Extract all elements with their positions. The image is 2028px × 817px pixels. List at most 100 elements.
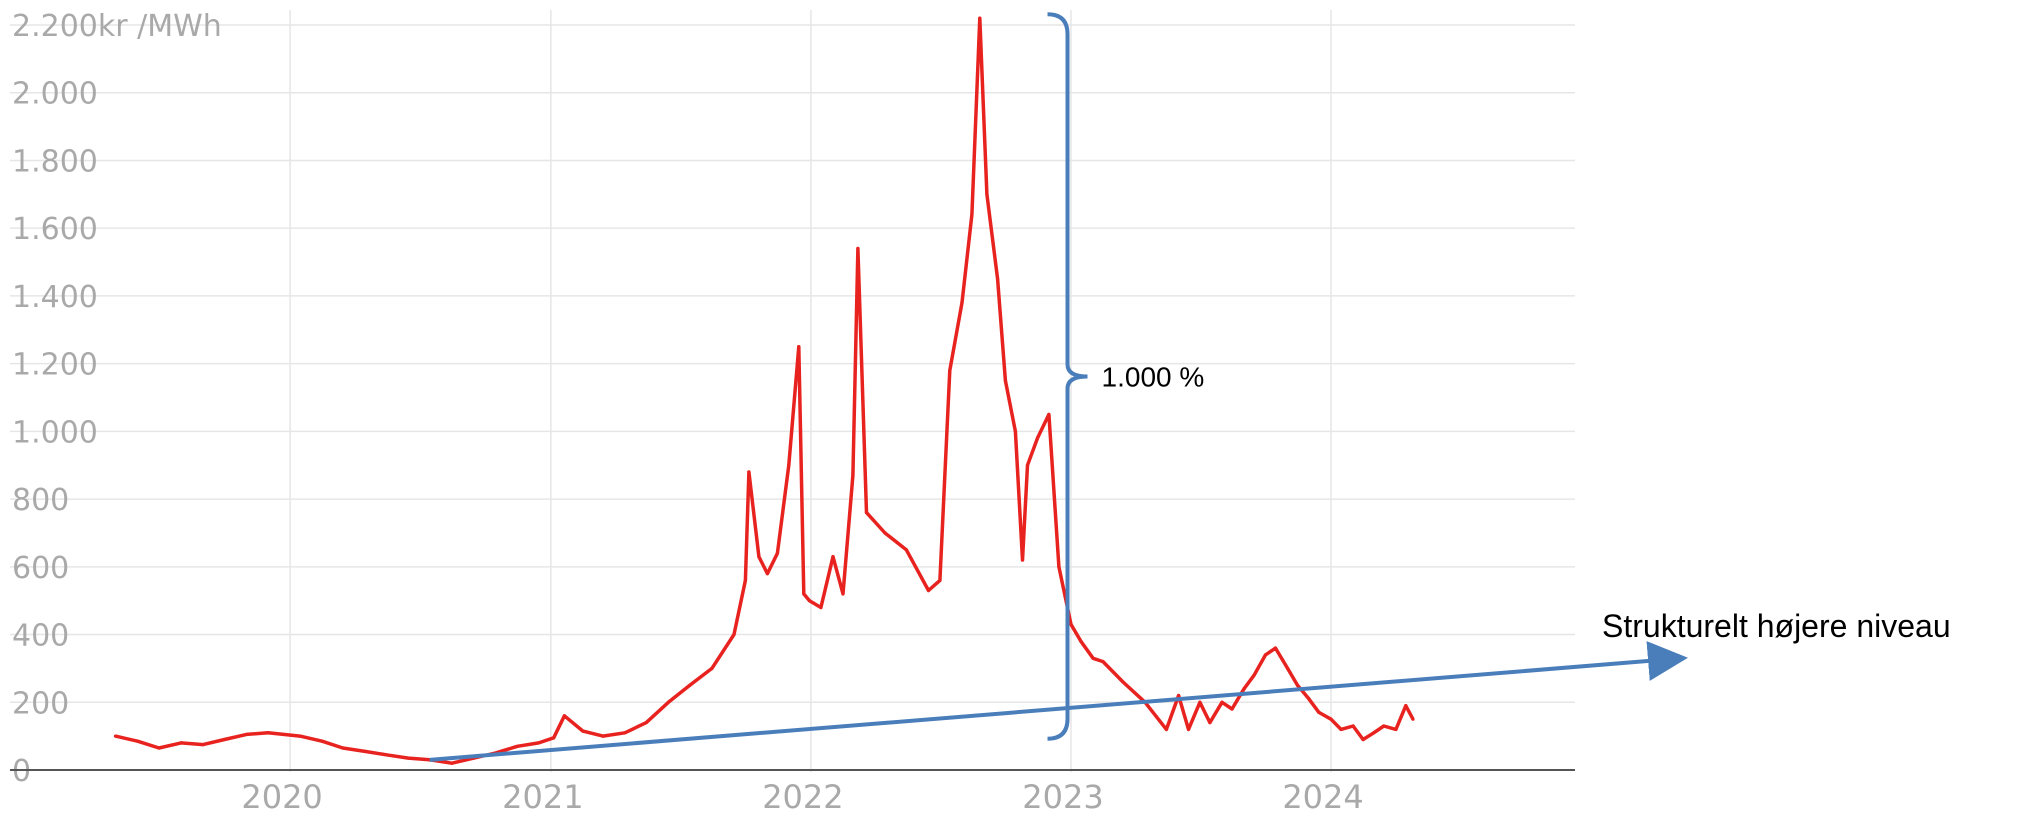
data-point [802,592,806,596]
data-point [710,666,714,671]
data-point [1372,731,1376,735]
data-point [864,511,869,515]
data-point [1394,727,1398,731]
y-tick-label: 1.000 [12,415,98,450]
data-point [970,213,974,217]
x-tick-label: 2024 [1282,778,1363,816]
data-point [1307,697,1311,701]
x-tick-label: 2020 [241,778,322,816]
bracket-label: 1.000 % [1102,361,1205,392]
data-point [1079,639,1083,643]
data-point [157,746,161,750]
data-point [666,700,671,704]
data-point [757,555,761,559]
data-point [797,345,801,349]
data-point [1101,660,1105,664]
data-point [743,578,747,582]
data-point [298,734,302,738]
data-point [775,551,780,555]
data-point [384,753,388,757]
data-point [1404,704,1408,708]
data-point [985,192,989,196]
data-point [926,588,931,593]
bracket-1000-percent [1047,12,1088,741]
data-point [1025,463,1030,467]
data-point [1411,717,1415,721]
y-tick-label: 1.200 [12,348,98,383]
data-point [1295,683,1300,687]
data-point [266,731,270,735]
y-tick-label: 600 [12,551,69,586]
y-axis: 2.200kr /MWh 2.000 1.800 1.600 1.400 1.200 1.0… [12,9,222,789]
data-point [765,571,770,576]
data-point [320,739,324,743]
data-point [960,301,964,305]
data-point [831,555,835,559]
series-line-0 [115,16,1415,765]
data-point [1176,693,1181,698]
y-tick-label: 0 [12,754,31,789]
data-point [747,470,751,474]
data-point [1186,727,1191,731]
data-point [856,246,860,251]
x-tick-label: 2021 [502,778,583,816]
data-point [179,741,183,745]
data-point [341,746,345,750]
data-point [732,632,736,637]
data-point [807,599,812,603]
data-point [1020,558,1025,562]
data-point [883,531,887,535]
data-point [1230,707,1234,711]
data-point [363,749,367,753]
data-point [201,743,205,747]
data-point [562,714,566,718]
data-point [1339,727,1343,731]
data-point [1057,565,1061,569]
data-point [1047,412,1051,417]
data-point [1069,622,1073,626]
data-point [1220,700,1224,704]
data-point [1361,737,1365,742]
data-point [515,744,519,748]
data-point [688,683,692,687]
trend-arrow [429,641,1688,762]
data-point [787,463,791,467]
data-point [1329,717,1333,721]
data-point [537,741,541,745]
data-point [938,578,942,582]
data-point [450,761,454,765]
y-tick-label: 800 [12,483,69,518]
data-point [819,605,823,610]
series-group [113,16,1415,765]
y-tick-label: 400 [12,619,69,654]
x-tick-label: 2022 [762,778,843,816]
y-tick-label: 2.000 [12,77,98,112]
data-point [948,368,952,373]
data-point [552,736,556,740]
data-point [222,737,227,742]
data-point [1003,378,1008,383]
gridlines [10,10,1575,772]
data-point [1164,727,1169,731]
data-point [406,756,410,760]
data-point [245,732,249,737]
data-point [601,734,605,738]
data-point [1091,656,1095,660]
data-point [113,734,118,738]
data-point [851,473,855,477]
data-point [1208,720,1212,725]
data-point [1273,646,1278,650]
data-point [581,729,585,733]
x-axis: 2020 2021 2022 2023 2024 [241,778,1363,816]
data-point [1013,429,1017,433]
y-tick-label: 1.400 [12,280,98,315]
data-point [1263,653,1268,657]
y-tick-label: 2.200kr /MWh [12,9,222,44]
data-point [1242,687,1246,691]
data-point [135,739,140,743]
y-tick-label: 1.600 [12,212,98,247]
x-tick-label: 2023 [1022,778,1103,816]
data-point [841,592,845,596]
data-point [904,548,908,552]
